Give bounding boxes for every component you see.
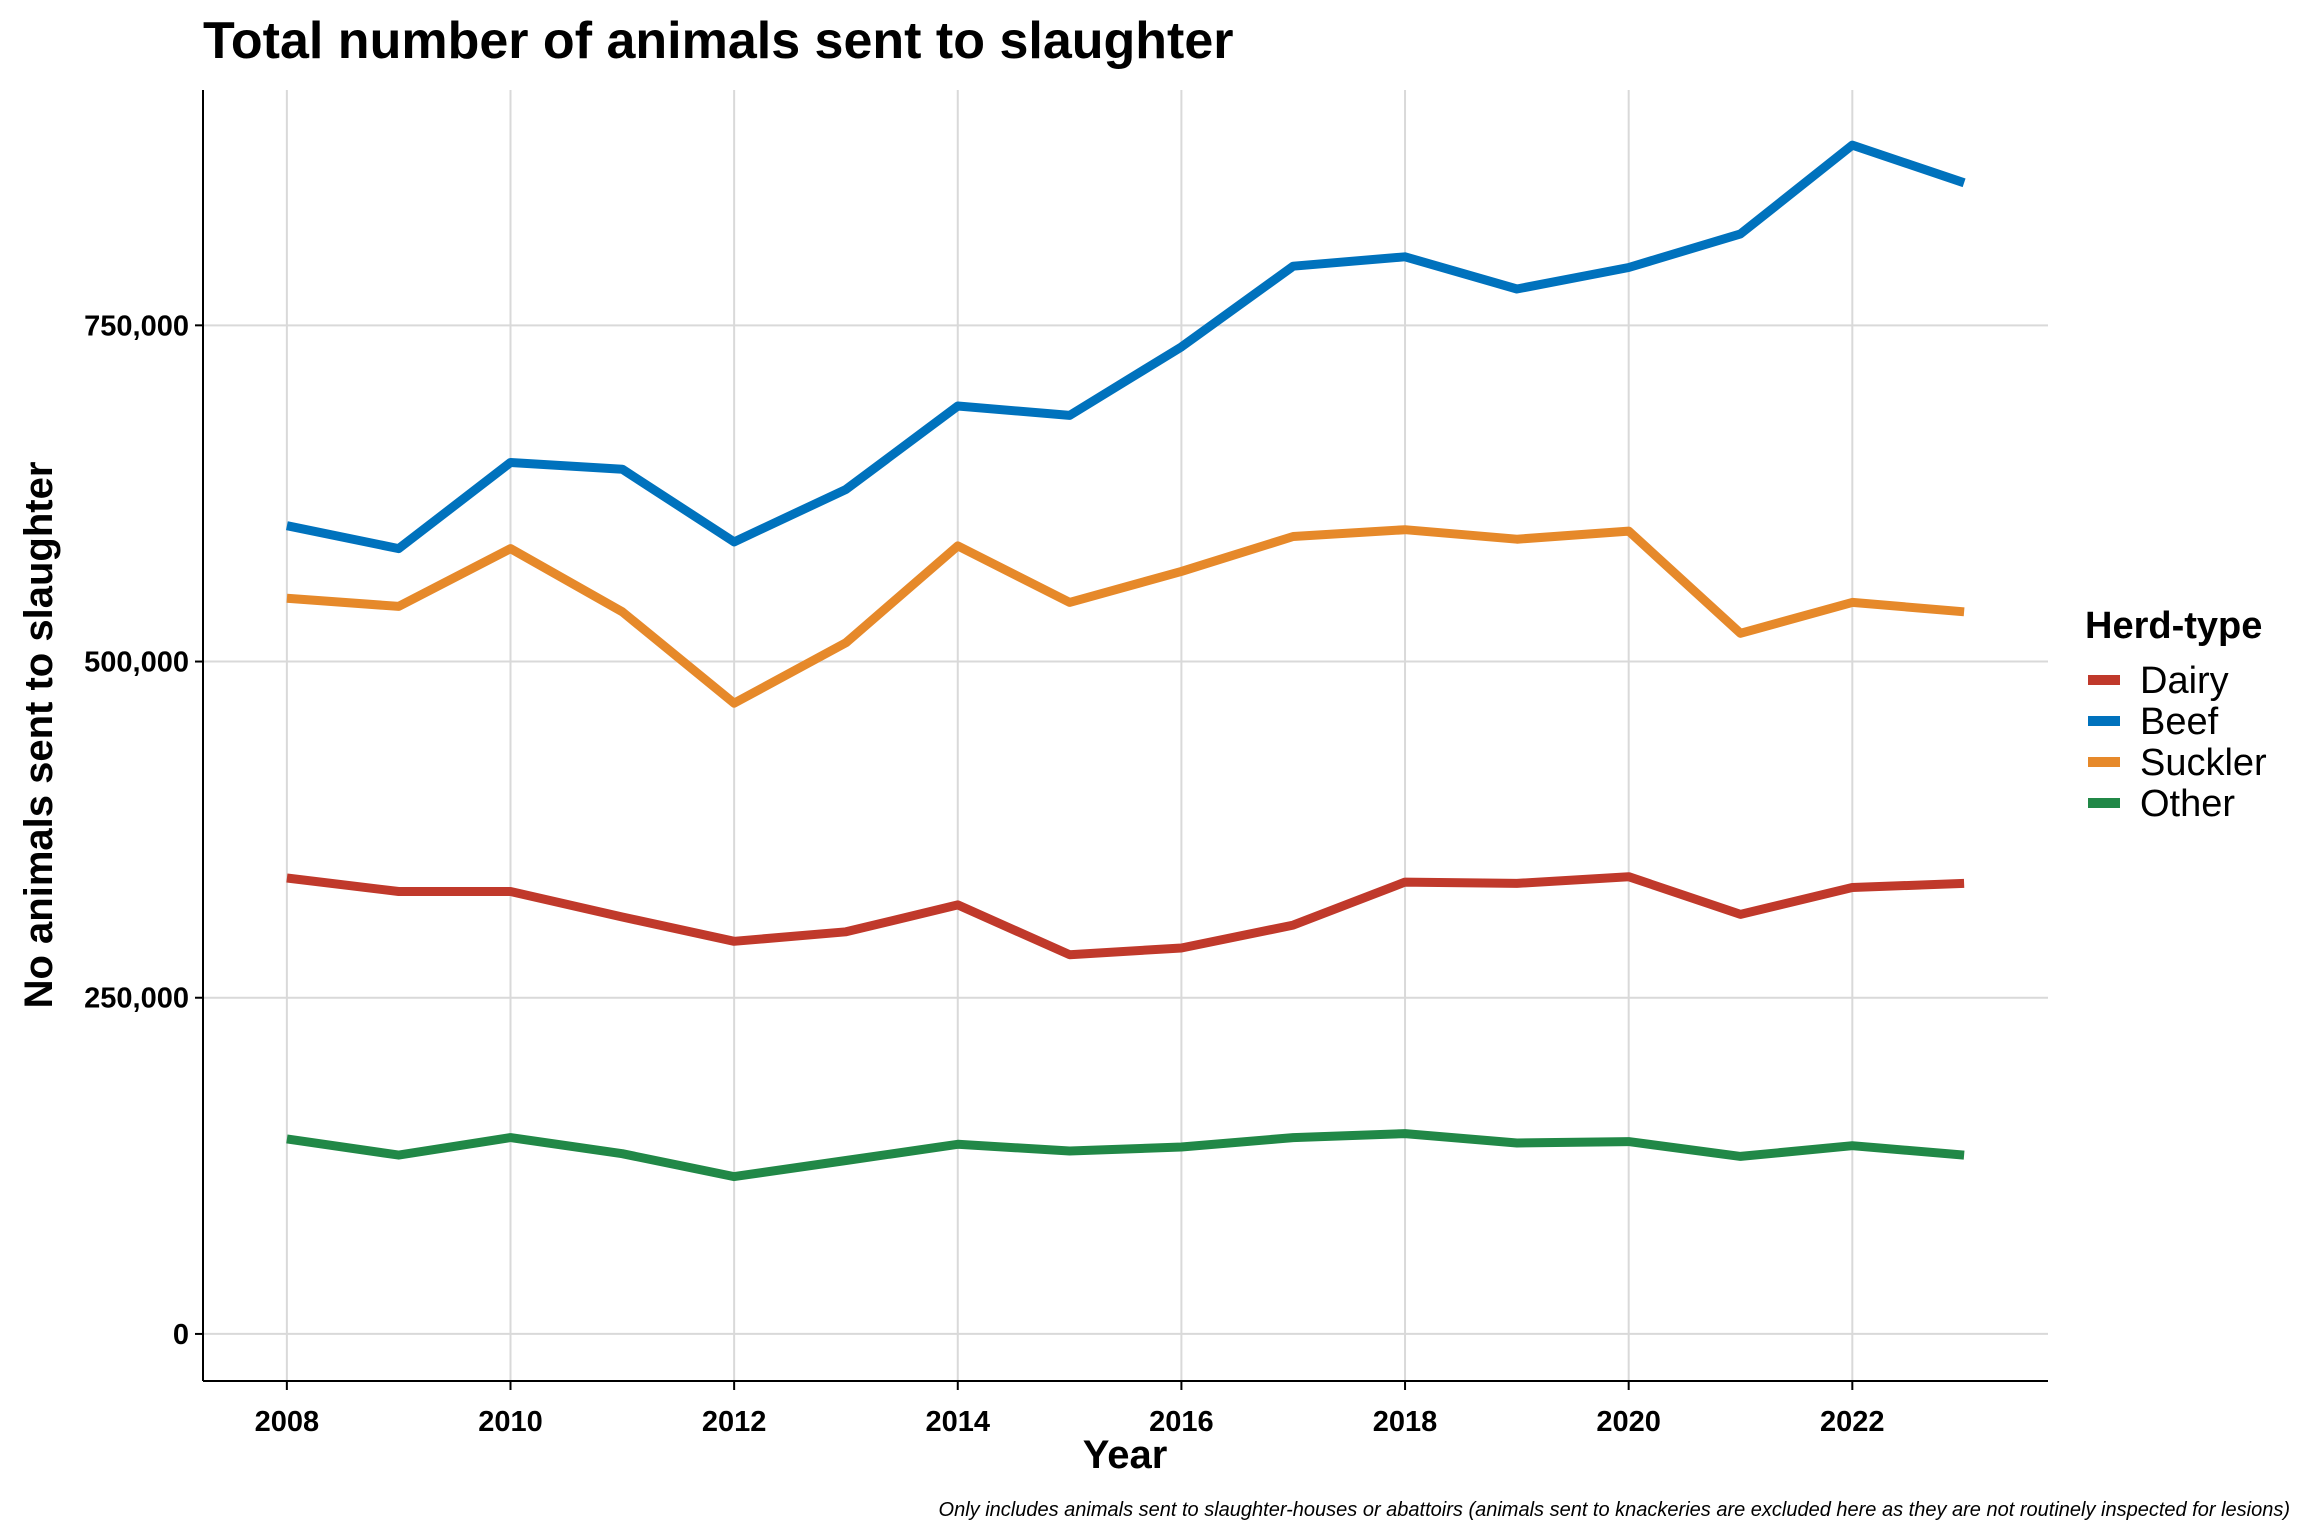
y-tick-label: 500,000: [84, 647, 189, 679]
legend-item-other: Other: [2088, 783, 2235, 825]
x-tick-label: 2022: [1820, 1406, 1885, 1438]
legend-label: Suckler: [2140, 742, 2267, 784]
x-axis-title: Year: [1083, 1433, 1168, 1477]
legend-item-beef: Beef: [2088, 701, 2219, 743]
x-tick-label: 2018: [1373, 1406, 1438, 1438]
legend-label: Other: [2140, 783, 2235, 825]
series-line-suckler: [286, 525, 1965, 708]
legend-item-dairy: Dairy: [2088, 660, 2229, 702]
chart-title: Total number of animals sent to slaughte…: [203, 12, 1234, 70]
series-line-dairy: [286, 872, 1965, 960]
x-tick-label: 2020: [1596, 1406, 1661, 1438]
chart-caption: Only includes animals sent to slaughter-…: [939, 1499, 2290, 1521]
y-tick-label: 750,000: [84, 310, 189, 342]
series-lines: [285, 140, 1966, 1182]
series-line-beef: [285, 140, 1966, 554]
y-tick-label: 250,000: [84, 983, 189, 1015]
x-tick-label: 2008: [255, 1406, 320, 1438]
y-axis-ticks: 0 250,000 500,000 750,000: [84, 310, 203, 1351]
x-tick-label: 2016: [1149, 1406, 1214, 1438]
legend-label: Dairy: [2140, 660, 2229, 702]
x-axis-ticks: 2008 2010 2012 2014 2016 2018 2020 2022: [255, 1381, 1885, 1438]
x-tick-label: 2014: [926, 1406, 991, 1438]
y-axis-title: No animals sent to slaughter: [17, 462, 61, 1009]
x-tick-label: 2012: [702, 1406, 767, 1438]
x-tick-label: 2010: [478, 1406, 543, 1438]
gridlines: [203, 90, 2048, 1381]
series-line-other: [286, 1129, 1965, 1182]
y-tick-label: 0: [173, 1319, 189, 1351]
legend-item-suckler: Suckler: [2088, 742, 2267, 784]
legend-title: Herd-type: [2085, 605, 2262, 647]
legend-label: Beef: [2140, 701, 2219, 743]
